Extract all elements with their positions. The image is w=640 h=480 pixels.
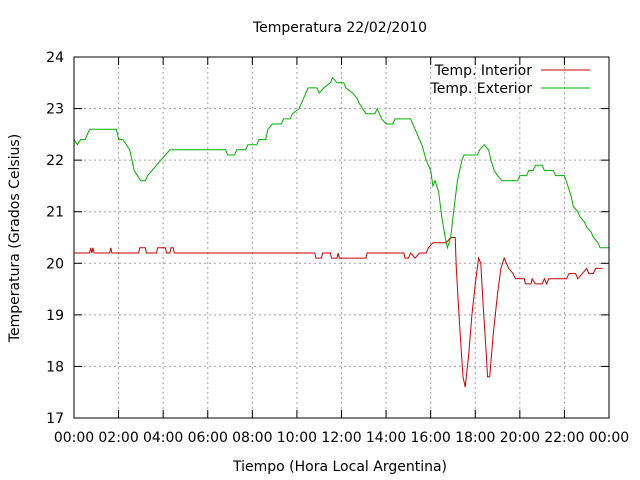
x-tick-label: 04:00 xyxy=(143,430,183,446)
x-tick-label: 00:00 xyxy=(589,430,629,446)
x-tick-label: 00:00 xyxy=(54,430,94,446)
x-tick-label: 06:00 xyxy=(188,430,228,446)
legend-label-interior: Temp. Interior xyxy=(434,63,533,79)
series-line-exterior xyxy=(73,76,609,250)
grid-lines xyxy=(74,57,609,418)
plot-area xyxy=(73,76,609,388)
y-tick-label: 23 xyxy=(46,102,64,118)
chart-title: Temperatura 22/02/2010 xyxy=(252,20,427,36)
x-tick-label: 10:00 xyxy=(277,430,317,446)
x-tick-label: 12:00 xyxy=(321,430,361,446)
y-tick-label: 18 xyxy=(46,359,64,375)
y-tick-label: 24 xyxy=(46,50,64,66)
x-tick-label: 02:00 xyxy=(98,430,138,446)
y-tick-label: 17 xyxy=(46,411,64,427)
y-tick-label: 19 xyxy=(46,308,64,324)
y-axis-label: Temperatura (Grados Celsius) xyxy=(7,134,23,343)
x-tick-label: 18:00 xyxy=(455,430,495,446)
x-axis-label: Tiempo (Hora Local Argentina) xyxy=(232,459,447,475)
x-tick-label: 22:00 xyxy=(544,430,584,446)
y-tick-label: 22 xyxy=(46,153,64,169)
y-tick-label: 20 xyxy=(46,256,64,272)
x-tick-label: 16:00 xyxy=(410,430,450,446)
x-tick-label: 20:00 xyxy=(500,430,540,446)
series-line-interior xyxy=(74,237,603,388)
y-tick-label: 21 xyxy=(46,205,64,221)
x-tick-label: 14:00 xyxy=(366,430,406,446)
legend: Temp. Interior Temp. Exterior xyxy=(430,63,590,97)
legend-label-exterior: Temp. Exterior xyxy=(430,81,533,97)
x-tick-label: 08:00 xyxy=(232,430,272,446)
